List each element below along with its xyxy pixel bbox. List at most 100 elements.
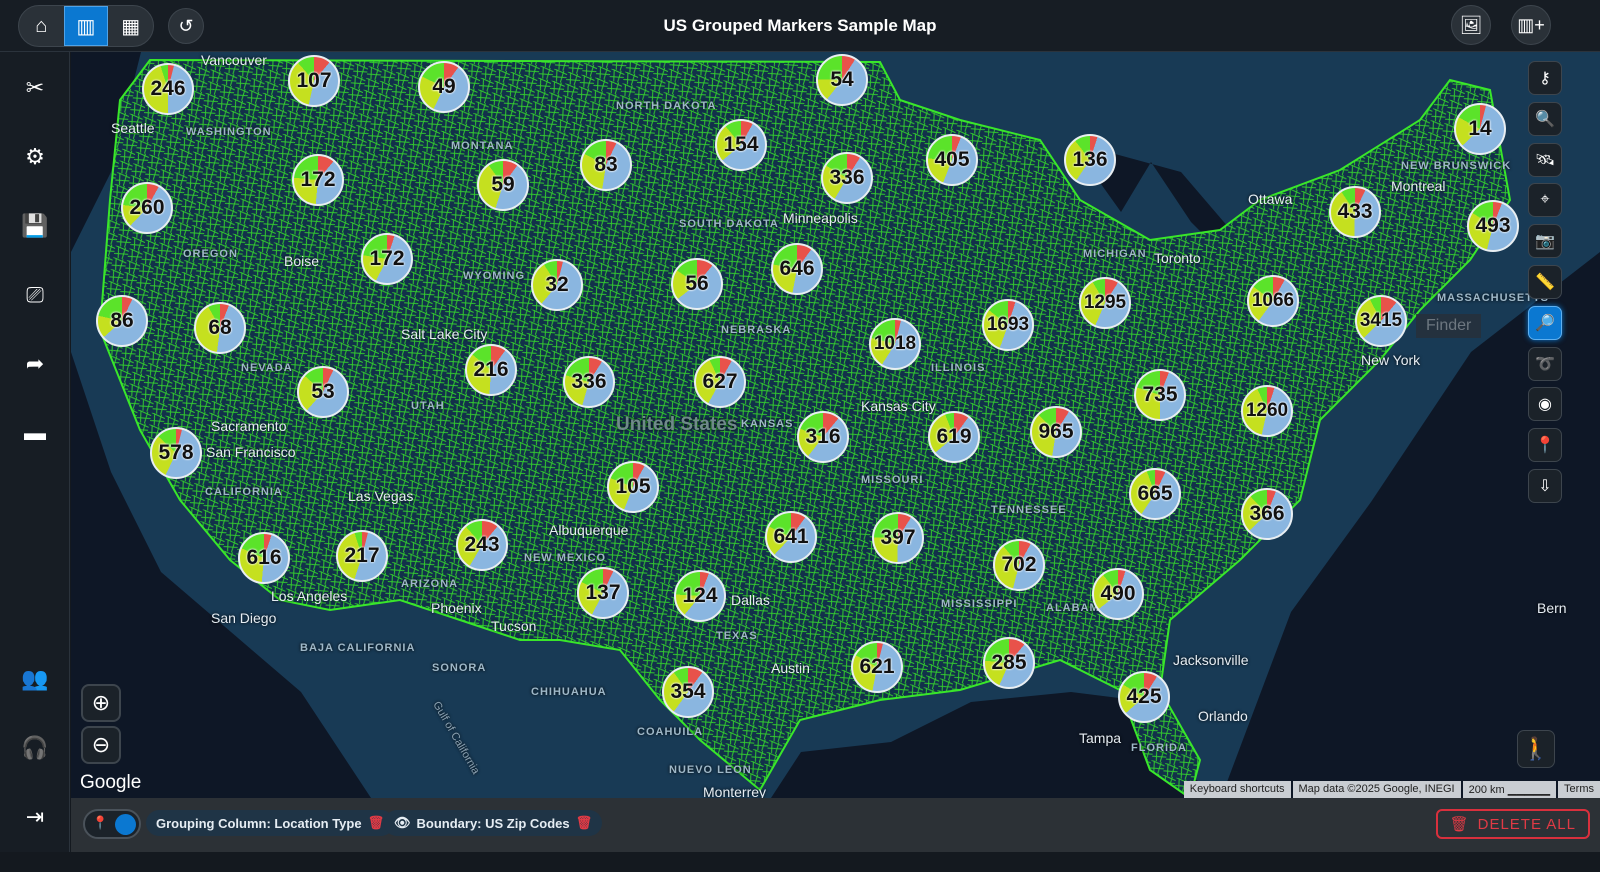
zoom-out-button[interactable]: ⊖	[81, 726, 121, 764]
export-tool-button[interactable]: ⇩	[1528, 469, 1562, 503]
map-label: Sacramento	[211, 418, 287, 434]
search-tool-button[interactable]: 🔍	[1528, 101, 1562, 136]
cluster-marker[interactable]: 616	[238, 532, 290, 584]
zoom-in-button[interactable]: ⊕	[81, 684, 121, 722]
sidebar-item-logout[interactable]: ⇥	[17, 799, 53, 835]
trash-icon[interactable]: 🗑	[575, 815, 593, 830]
terms-link[interactable]: Terms	[1558, 781, 1600, 798]
scale-bar[interactable]: 200 km ▁▁▁▁▁	[1462, 781, 1557, 798]
map-view-button[interactable]: ▥	[63, 6, 109, 46]
cluster-marker[interactable]: 354	[662, 666, 714, 718]
cluster-marker[interactable]: 53	[297, 366, 349, 418]
camera-icon: 📷	[1535, 233, 1555, 251]
keyboard-shortcuts-link[interactable]: Keyboard shortcuts	[1183, 781, 1291, 798]
eye-icon[interactable]: 👁	[394, 815, 411, 830]
cluster-marker[interactable]: 243	[456, 519, 508, 571]
map-canvas[interactable]: Vancouver Seattle WASHINGTON MONTANA OREGON B…	[71, 52, 1600, 798]
radius-tool-button[interactable]: ◉	[1528, 387, 1562, 422]
add-pin-tool-button[interactable]: 📍	[1528, 428, 1562, 463]
cluster-marker[interactable]: 54	[816, 54, 868, 106]
cluster-marker[interactable]: 425	[1118, 671, 1170, 723]
sidebar-item-save[interactable]: 💾	[17, 208, 53, 244]
cluster-marker[interactable]: 172	[292, 154, 344, 206]
cluster-marker[interactable]: 68	[194, 302, 246, 354]
map-label: FLORIDA	[1131, 742, 1187, 754]
cluster-marker[interactable]: 217	[336, 530, 388, 582]
cluster-marker[interactable]: 627	[694, 356, 746, 408]
cluster-marker[interactable]: 490	[1092, 568, 1144, 620]
cluster-marker[interactable]: 316	[797, 411, 849, 463]
cluster-marker[interactable]: 285	[983, 637, 1035, 689]
cluster-marker[interactable]: 105	[607, 461, 659, 513]
cluster-marker[interactable]: 49	[418, 61, 470, 113]
cluster-marker[interactable]: 86	[96, 295, 148, 347]
boundary-chip[interactable]: 👁 Boundary: US Zip Codes 🗑	[384, 810, 603, 836]
map-label: New York	[1361, 352, 1421, 368]
cluster-marker[interactable]: 578	[150, 427, 202, 479]
locate-tool-button[interactable]: ⌖	[1528, 183, 1562, 218]
table-view-button[interactable]: ▦	[108, 6, 153, 46]
cluster-marker[interactable]: 59	[477, 159, 529, 211]
cluster-marker[interactable]: 14	[1454, 103, 1506, 155]
add-map-button[interactable]: ▥+	[1511, 5, 1551, 45]
cluster-marker[interactable]: 665	[1129, 468, 1181, 520]
finder-tool-button[interactable]: 🔎	[1528, 305, 1562, 340]
sidebar-item-card[interactable]: ▬	[17, 415, 53, 451]
satellite-tool-button[interactable]: 🛰	[1528, 142, 1562, 177]
cluster-marker[interactable]: 56	[671, 258, 723, 310]
cluster-marker[interactable]: 493	[1467, 200, 1519, 252]
cluster-marker[interactable]: 702	[993, 539, 1045, 591]
cluster-marker[interactable]: 336	[821, 152, 873, 204]
reset-button[interactable]: ↺	[168, 8, 204, 44]
ruler-tool-button[interactable]: 📏	[1528, 265, 1562, 299]
cluster-marker[interactable]: 621	[851, 641, 903, 693]
page-title: US Grouped Markers Sample Map	[663, 16, 937, 35]
cluster-marker[interactable]: 137	[577, 567, 629, 619]
cluster-marker[interactable]: 246	[142, 63, 194, 115]
map-label: MICHIGAN	[1083, 248, 1147, 260]
cluster-marker[interactable]: 1295	[1079, 277, 1131, 329]
cluster-marker[interactable]: 433	[1329, 186, 1381, 238]
cluster-marker[interactable]: 154	[715, 119, 767, 171]
sidebar-item-user-settings[interactable]: 👥	[17, 661, 53, 697]
cluster-marker[interactable]: 1260	[1241, 385, 1293, 437]
cluster-marker[interactable]: 646	[771, 243, 823, 295]
sidebar-item-support[interactable]: 🎧	[17, 730, 53, 766]
cluster-marker[interactable]: 1066	[1247, 275, 1299, 327]
sidebar-item-settings[interactable]: ⚙	[17, 139, 53, 175]
pacific-ocean	[71, 352, 371, 798]
cluster-marker[interactable]: 83	[580, 139, 632, 191]
map-label: ILLINOIS	[931, 362, 986, 374]
cluster-marker[interactable]: 216	[465, 344, 517, 396]
cluster-marker[interactable]: 172	[361, 233, 413, 285]
street-view-button[interactable]: 🚶	[1517, 730, 1555, 768]
markers-toggle[interactable]: 📍	[83, 809, 141, 839]
lasso-tool-button[interactable]: ➰	[1528, 346, 1562, 381]
cluster-marker[interactable]: 32	[531, 259, 583, 311]
cluster-marker[interactable]: 405	[926, 134, 978, 186]
cluster-marker[interactable]: 3415	[1355, 295, 1407, 347]
sidebar-item-tools[interactable]: ✂	[17, 70, 53, 106]
cluster-marker[interactable]: 1018	[869, 318, 921, 370]
cluster-marker[interactable]: 107	[288, 55, 340, 107]
cluster-marker[interactable]: 136	[1064, 134, 1116, 186]
sidebar-item-presentation[interactable]: ⎚	[17, 277, 53, 313]
sidebar-item-share[interactable]: ➦	[17, 346, 53, 382]
cluster-marker[interactable]: 260	[121, 182, 173, 234]
trash-icon[interactable]: 🗑	[367, 815, 385, 830]
cluster-marker[interactable]: 336	[563, 356, 615, 408]
cluster-marker[interactable]: 366	[1241, 488, 1293, 540]
delete-all-button[interactable]: 🗑 DELETE ALL	[1435, 809, 1590, 839]
camera-tool-button[interactable]: 📷	[1528, 224, 1562, 259]
cluster-marker[interactable]: 965	[1030, 406, 1082, 458]
grouping-chip[interactable]: Grouping Column: Location Type 🗑	[146, 810, 395, 836]
image-gallery-button[interactable]: 🖼	[1451, 5, 1491, 45]
cluster-marker[interactable]: 124	[674, 570, 726, 622]
home-button[interactable]: ⌂	[19, 6, 64, 46]
cluster-marker[interactable]: 1693	[982, 299, 1034, 351]
cluster-marker[interactable]: 397	[872, 512, 924, 564]
key-tool-button[interactable]: ⚷	[1528, 61, 1562, 95]
cluster-marker[interactable]: 619	[928, 411, 980, 463]
cluster-marker[interactable]: 641	[765, 511, 817, 563]
cluster-marker[interactable]: 735	[1134, 369, 1186, 421]
